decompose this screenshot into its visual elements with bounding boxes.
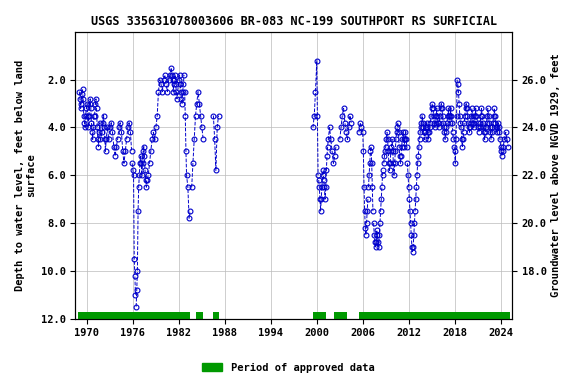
Legend: Period of approved data: Period of approved data xyxy=(198,359,378,377)
Y-axis label: Groundwater level above NGVD 1929, feet: Groundwater level above NGVD 1929, feet xyxy=(551,53,561,297)
Title: USGS 335631078003606 BR-083 NC-199 SOUTHPORT RS SURFICIAL: USGS 335631078003606 BR-083 NC-199 SOUTH… xyxy=(91,15,497,28)
Y-axis label: Depth to water level, feet below land
surface: Depth to water level, feet below land su… xyxy=(15,60,37,291)
